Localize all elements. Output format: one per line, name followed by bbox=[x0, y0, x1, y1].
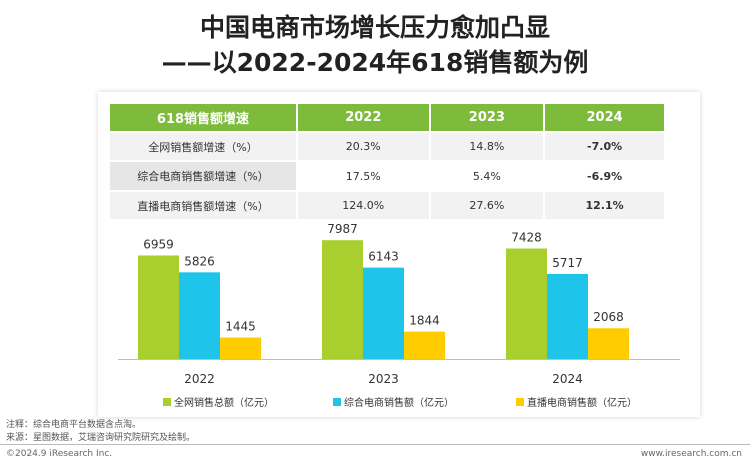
table-row: 全网销售额增速（%） 20.3% 14.8% -7.0% bbox=[110, 133, 664, 160]
table-row: 综合电商销售额增速（%） 17.5% 5.4% -6.9% bbox=[110, 162, 664, 190]
table-header-label: 618销售额增速 bbox=[110, 104, 296, 131]
data-label: 5717 bbox=[552, 256, 583, 270]
bar-2022-2 bbox=[179, 272, 220, 359]
table-header-2024: 2024 bbox=[545, 104, 664, 131]
table-cell: 5.4% bbox=[430, 162, 544, 190]
table-cell: 124.0% bbox=[298, 192, 429, 219]
table-row: 直播电商销售额增速（%） 124.0% 27.6% 12.1% bbox=[110, 192, 664, 219]
data-label: 1445 bbox=[225, 320, 256, 334]
table-header-row: 618销售额增速 2022 2023 2024 bbox=[110, 104, 664, 131]
footer-divider bbox=[0, 444, 750, 445]
data-label: 6143 bbox=[368, 250, 399, 264]
table-cell: 20.3% bbox=[298, 133, 429, 160]
bar-2024-3 bbox=[588, 328, 629, 359]
table-cell: 14.8% bbox=[430, 133, 544, 160]
table-header-2022: 2022 bbox=[298, 104, 429, 131]
legend-swatch bbox=[516, 398, 524, 406]
bar-2022-1 bbox=[138, 255, 179, 359]
table-cell: 27.6% bbox=[430, 192, 544, 219]
row-label: 全网销售额增速（%） bbox=[110, 133, 296, 160]
row-label: 直播电商销售额增速（%） bbox=[110, 192, 296, 219]
bar-2023-3 bbox=[404, 331, 445, 359]
table-cell: -7.0% bbox=[545, 133, 664, 160]
x-tick-label: 2022 bbox=[184, 372, 215, 386]
growth-table: 618销售额增速 2022 2023 2024 全网销售额增速（%） 20.3%… bbox=[108, 102, 666, 221]
data-label: 7428 bbox=[511, 231, 542, 245]
footer-copyright: ©2024.9 iResearch Inc. bbox=[6, 449, 113, 459]
data-label: 5826 bbox=[184, 254, 215, 268]
x-tick-label: 2024 bbox=[552, 372, 583, 386]
legend-label: 全网销售总额（亿元） bbox=[174, 396, 274, 409]
row-label: 综合电商销售额增速（%） bbox=[110, 162, 296, 190]
table-cell: -6.9% bbox=[545, 162, 664, 190]
note-text: 注释：综合电商平台数据含点淘。 bbox=[6, 420, 142, 430]
legend-swatch bbox=[333, 398, 341, 406]
data-label: 6959 bbox=[143, 237, 174, 251]
table-header-2023: 2023 bbox=[430, 104, 544, 131]
legend-swatch bbox=[163, 398, 171, 406]
title-line-1: 中国电商市场增长压力愈加凸显 bbox=[199, 13, 550, 42]
bar-2024-1 bbox=[506, 248, 547, 359]
source-text: 来源：星图数据，艾瑞咨询研究院研究及绘制。 bbox=[6, 433, 196, 443]
footer-website: www.iresearch.com.cn bbox=[640, 449, 742, 459]
title-line-2: ——以2022-2024年618销售额为例 bbox=[161, 48, 589, 77]
legend-label: 综合电商销售额（亿元） bbox=[344, 396, 454, 409]
bar-2023-2 bbox=[363, 267, 404, 359]
data-label: 7987 bbox=[327, 222, 358, 236]
data-label: 2068 bbox=[593, 310, 624, 324]
bar-2023-1 bbox=[322, 240, 363, 359]
table-cell: 17.5% bbox=[298, 162, 429, 190]
legend-label: 直播电商销售额（亿元） bbox=[527, 396, 637, 409]
data-label: 1844 bbox=[409, 314, 440, 328]
table-cell: 12.1% bbox=[545, 192, 664, 219]
bar-2022-3 bbox=[220, 337, 261, 359]
x-tick-label: 2023 bbox=[368, 372, 399, 386]
bar-2024-2 bbox=[547, 273, 588, 359]
